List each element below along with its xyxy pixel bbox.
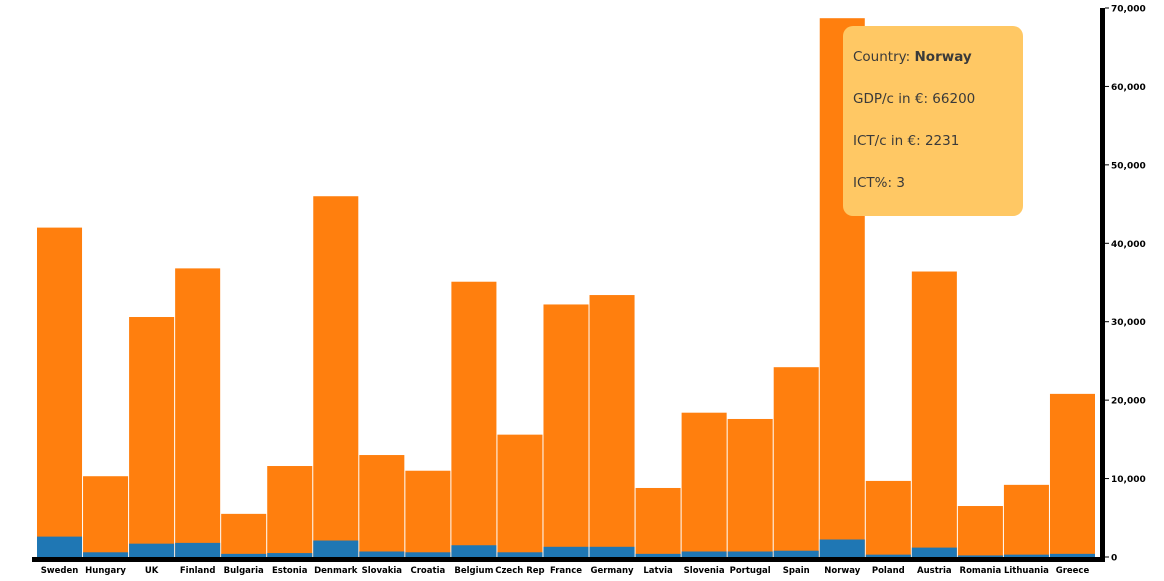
bars-group	[37, 18, 1095, 558]
tooltip-gdp-label: GDP/c in €:	[853, 91, 933, 107]
bar-ict-lithuania	[1003, 554, 1049, 557]
x-tick-label-romania: Romania	[960, 566, 1002, 576]
bar-ict-poland	[865, 554, 911, 557]
bar-gdp-hungary[interactable]	[83, 476, 129, 557]
bar-ict-denmark	[313, 540, 359, 557]
bar-ict-germany	[589, 546, 635, 557]
x-tick-label-greece: Greece	[1056, 566, 1090, 576]
y-tick-label: 10,000	[1111, 475, 1146, 485]
x-tick-label-denmark: Denmark	[314, 566, 358, 576]
bar-gdp-finland[interactable]	[175, 268, 221, 557]
x-tick-labels: Sweden Hungary UK Finland Bulgaria Estonia Den…	[41, 566, 1090, 576]
y-tick-label: 50,000	[1111, 161, 1146, 171]
bar-gdp-poland[interactable]	[865, 480, 911, 557]
x-tick-label-belgium: Belgium	[454, 566, 493, 576]
tooltip-pct-value: 3	[896, 175, 905, 191]
bar-gdp-germany[interactable]	[589, 295, 635, 557]
bar-gdp-croatia[interactable]	[405, 470, 451, 557]
x-tick-label-lithuania: Lithuania	[1004, 566, 1049, 576]
x-tick-label-portugal: Portugal	[730, 566, 771, 576]
x-tick-label-austria: Austria	[917, 566, 952, 576]
bar-ict-spain	[773, 550, 819, 557]
bar-ict-hungary	[83, 552, 129, 557]
tooltip-ict-label: ICT/c in €:	[853, 133, 925, 149]
y-tick-label: 60,000	[1111, 83, 1146, 93]
y-axis-line	[1100, 8, 1105, 562]
bar-gdp-latvia[interactable]	[635, 487, 681, 557]
bar-gdp-spain[interactable]	[773, 367, 819, 557]
x-tick-label-uk: UK	[145, 566, 159, 576]
bar-ict-estonia	[267, 553, 313, 557]
bar-ict-latvia	[635, 553, 681, 557]
bar-ict-finland	[175, 542, 221, 557]
tooltip-ict-value: 2231	[924, 133, 960, 149]
x-tick-label-norway: Norway	[824, 566, 860, 576]
bar-gdp-slovakia[interactable]	[359, 455, 405, 557]
bar-gdp-belgium[interactable]	[451, 281, 497, 557]
bar-gdp-greece[interactable]	[1049, 393, 1095, 557]
x-tick-label-estonia: Estonia	[272, 566, 308, 576]
tooltip-country-value: Norway	[914, 49, 972, 65]
y-ticks: 0 10,000 20,000 30,000 40,000 50,000 60,000 70,…	[1105, 5, 1146, 564]
y-tick-label: 40,000	[1111, 240, 1146, 250]
bar-gdp-france[interactable]	[543, 304, 589, 557]
tooltip-gdp-value: 66200	[932, 91, 976, 107]
x-axis-line	[32, 557, 1104, 562]
x-tick-label-czech-rep: Czech Rep	[495, 566, 544, 576]
bar-gdp-denmark[interactable]	[313, 196, 359, 558]
bar-ict-france	[543, 546, 589, 557]
bar-ict-czech-rep	[497, 552, 543, 557]
x-tick-label-spain: Spain	[783, 566, 810, 576]
y-tick-label: 0	[1111, 554, 1117, 564]
bar-ict-croatia	[405, 552, 451, 557]
bar-ict-romania	[957, 555, 1003, 557]
x-tick-label-croatia: Croatia	[411, 566, 446, 576]
bar-ict-norway	[819, 539, 865, 557]
tooltip: Country: Norway GDP/c in €: 66200 ICT/c …	[843, 26, 1023, 216]
x-tick-label-germany: Germany	[590, 566, 634, 576]
x-tick-label-france: France	[550, 566, 582, 576]
tooltip-pct-label: ICT%:	[853, 175, 897, 191]
x-tick-label-bulgaria: Bulgaria	[224, 566, 264, 576]
bar-ict-slovenia	[681, 551, 727, 557]
bar-gdp-czech-rep[interactable]	[497, 434, 543, 557]
bar-gdp-sweden[interactable]	[37, 227, 83, 557]
tooltip-country-line: Country: Norway	[853, 46, 1013, 88]
x-tick-label-poland: Poland	[872, 566, 905, 576]
tooltip-ict-line: ICT/c in €: 2231	[853, 130, 1013, 172]
x-tick-label-sweden: Sweden	[41, 566, 79, 576]
bar-gdp-portugal[interactable]	[727, 418, 773, 557]
x-axis: Sweden Hungary UK Finland Bulgaria Estonia Den…	[32, 557, 1104, 576]
bar-gdp-slovenia[interactable]	[681, 412, 727, 557]
bar-ict-greece	[1049, 553, 1095, 557]
bar-ict-portugal	[727, 551, 773, 557]
tooltip-country-label: Country:	[853, 49, 915, 65]
x-tick-label-latvia: Latvia	[643, 566, 673, 576]
x-tick-label-finland: Finland	[180, 566, 216, 576]
bar-ict-belgium	[451, 545, 497, 557]
bar-ict-austria	[911, 547, 957, 557]
y-axis: 0 10,000 20,000 30,000 40,000 50,000 60,000 70,…	[1100, 5, 1146, 564]
y-tick-label: 70,000	[1111, 5, 1146, 15]
bar-ict-uk	[129, 543, 175, 557]
y-tick-label: 20,000	[1111, 397, 1146, 407]
bar-gdp-lithuania[interactable]	[1003, 484, 1049, 557]
x-tick-label-slovakia: Slovakia	[362, 566, 403, 576]
bar-ict-slovakia	[359, 551, 405, 557]
bar-ict-bulgaria	[221, 553, 267, 557]
x-tick-label-hungary: Hungary	[85, 566, 126, 576]
bar-gdp-uk[interactable]	[129, 317, 175, 557]
tooltip-gdp-line: GDP/c in €: 66200	[853, 88, 1013, 130]
bar-ict-sweden	[37, 536, 83, 557]
bar-gdp-estonia[interactable]	[267, 466, 313, 557]
bar-gdp-romania[interactable]	[957, 506, 1003, 557]
tooltip-pct-line: ICT%: 3	[853, 172, 1013, 214]
bar-gdp-bulgaria[interactable]	[221, 513, 267, 557]
x-tick-label-slovenia: Slovenia	[684, 566, 725, 576]
y-tick-label: 30,000	[1111, 318, 1146, 328]
bar-gdp-austria[interactable]	[911, 271, 957, 557]
